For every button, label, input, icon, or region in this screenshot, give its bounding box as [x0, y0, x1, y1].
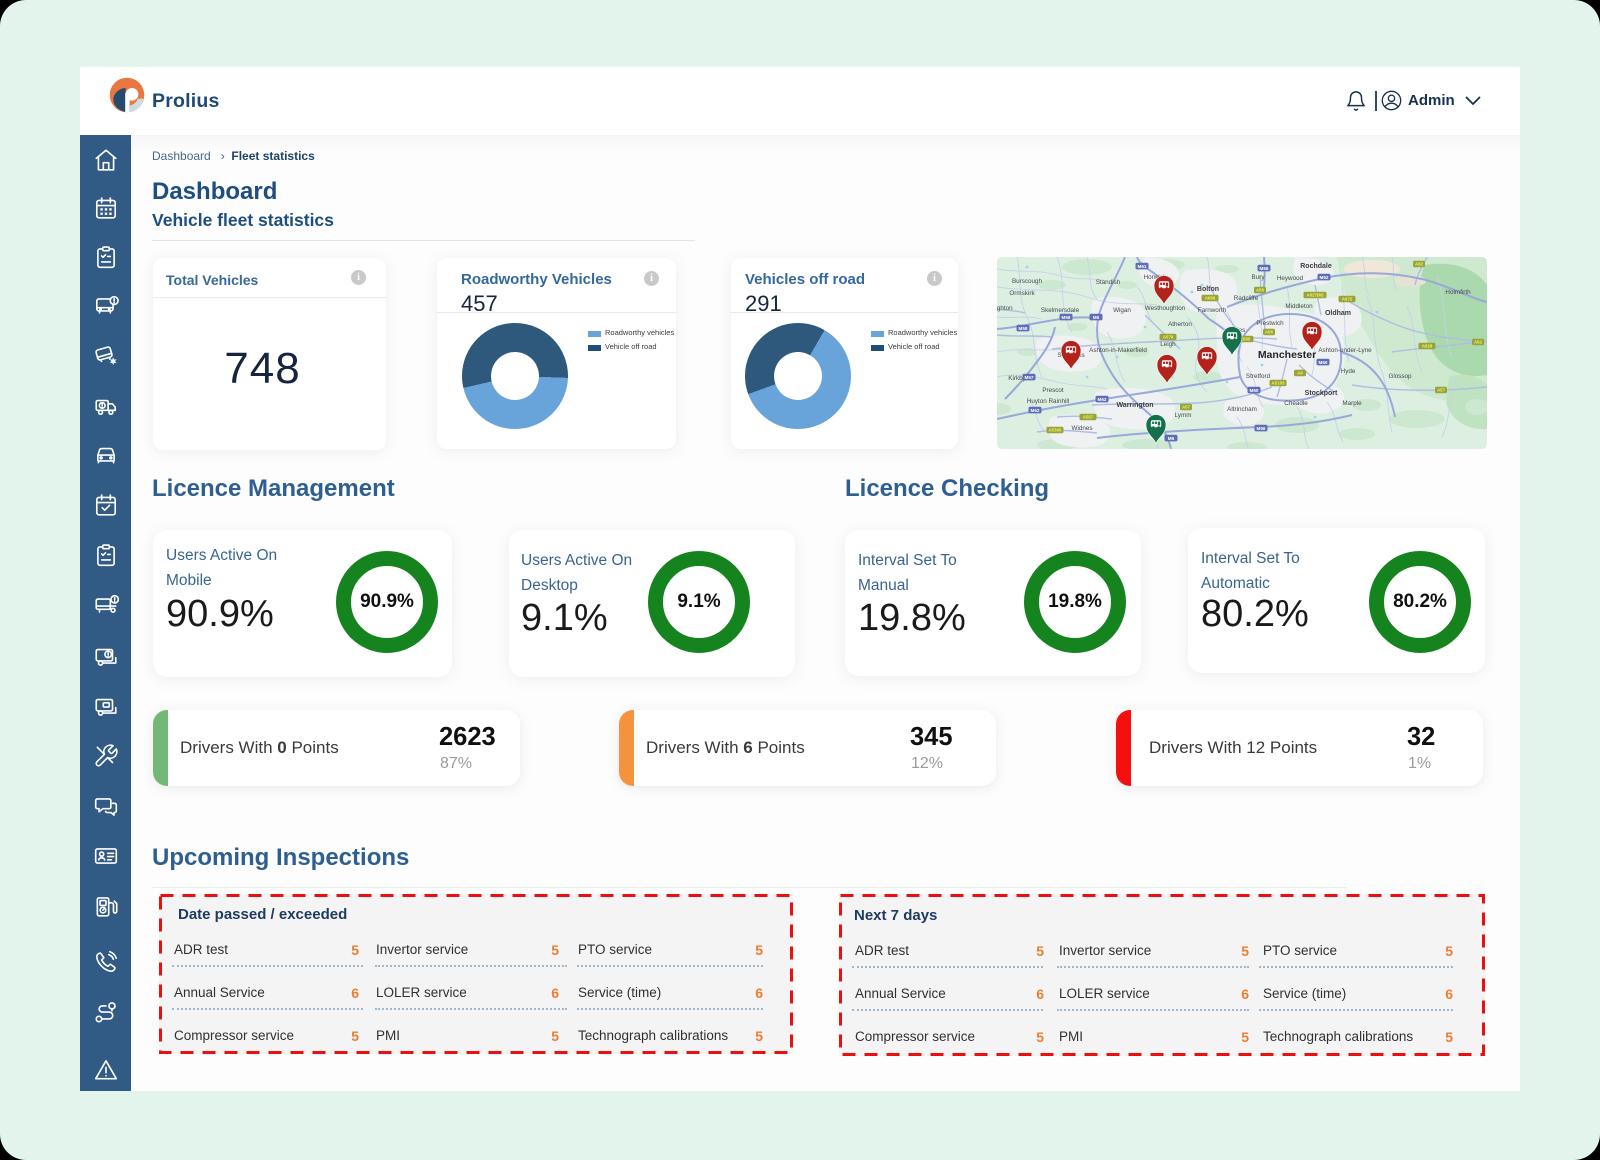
svg-text:Ashton-in-Makerfield: Ashton-in-Makerfield	[1089, 347, 1147, 354]
svg-text:Rochdale: Rochdale	[1300, 263, 1332, 270]
svg-text:Heywood: Heywood	[1277, 275, 1304, 282]
svg-text:Widnes: Widnes	[1072, 425, 1093, 432]
svg-text:Westhoughton: Westhoughton	[1145, 305, 1186, 312]
svg-text:Cheadle: Cheadle	[1284, 400, 1308, 407]
svg-text:M62: M62	[1320, 275, 1329, 280]
svg-text:Warrington: Warrington	[1116, 402, 1153, 409]
svg-text:ughton: ughton	[997, 305, 1013, 312]
svg-text:Bolton: Bolton	[1197, 286, 1219, 293]
svg-text:Horwich: Horwich	[1144, 274, 1167, 281]
svg-text:M6: M6	[1093, 315, 1100, 320]
svg-text:A62: A62	[1415, 262, 1424, 267]
svg-text:A62: A62	[1474, 340, 1483, 345]
svg-text:A579: A579	[1163, 335, 1174, 340]
svg-text:Burscough: Burscough	[1012, 278, 1043, 285]
svg-text:Leigh: Leigh	[1160, 341, 1176, 348]
svg-text:A5300: A5300	[1049, 428, 1062, 433]
svg-text:Ashton-under-Lyne: Ashton-under-Lyne	[1318, 347, 1372, 354]
svg-text:Hyde: Hyde	[1341, 368, 1356, 375]
svg-text:M57: M57	[1025, 375, 1034, 380]
svg-text:A57: A57	[1182, 405, 1191, 410]
svg-text:A5103: A5103	[1272, 381, 1285, 386]
svg-text:Bury: Bury	[1252, 274, 1266, 281]
svg-text:Glossop: Glossop	[1388, 373, 1412, 380]
svg-text:M60: M60	[1319, 360, 1328, 365]
svg-text:M66: M66	[1260, 266, 1269, 271]
svg-text:A6: A6	[1297, 371, 1303, 376]
svg-text:Standish: Standish	[1096, 279, 1121, 286]
svg-text:A672: A672	[1342, 297, 1353, 302]
svg-text:Stretford: Stretford	[1246, 373, 1271, 380]
svg-text:Prescot: Prescot	[1042, 387, 1064, 394]
svg-text:Stockport: Stockport	[1305, 390, 1338, 397]
svg-text:Holmfirth: Holmfirth	[1445, 289, 1471, 296]
svg-text:M61: M61	[1138, 264, 1147, 269]
svg-text:Skelmersdale: Skelmersdale	[1041, 307, 1080, 314]
svg-text:Marple: Marple	[1342, 400, 1362, 407]
svg-text:Middleton: Middleton	[1285, 303, 1313, 310]
svg-text:M56: M56	[1257, 426, 1266, 431]
svg-text:A56: A56	[1265, 330, 1274, 335]
svg-text:Lymm: Lymm	[1175, 412, 1192, 419]
svg-text:Altrincham: Altrincham	[1227, 406, 1257, 413]
svg-text:Prestwich: Prestwich	[1256, 320, 1284, 327]
svg-text:Ormskirk: Ormskirk	[1009, 290, 1035, 297]
svg-text:Atherton: Atherton	[1168, 321, 1192, 328]
svg-text:M58: M58	[1019, 326, 1028, 331]
svg-text:Farnworth: Farnworth	[1198, 307, 1227, 314]
svg-text:Huyton Rainhill: Huyton Rainhill	[1027, 398, 1069, 405]
svg-text:M62: M62	[1031, 408, 1040, 413]
svg-text:A580: A580	[1240, 337, 1251, 342]
svg-text:M6: M6	[1168, 436, 1175, 441]
svg-text:A557: A557	[1083, 415, 1094, 420]
svg-text:Kirkby: Kirkby	[1008, 375, 1026, 382]
svg-text:M58: M58	[1062, 315, 1071, 320]
svg-text:Wigan: Wigan	[1113, 307, 1131, 314]
svg-text:M62: M62	[1098, 397, 1107, 402]
svg-text:A666: A666	[1205, 296, 1216, 301]
svg-text:M60: M60	[1250, 388, 1259, 393]
svg-text:A627(M): A627(M)	[1306, 293, 1324, 298]
svg-text:Radcliffe: Radcliffe	[1234, 295, 1259, 302]
svg-text:Manchester: Manchester	[1258, 349, 1316, 361]
svg-text:A57: A57	[1437, 388, 1446, 393]
svg-text:Oldham: Oldham	[1325, 310, 1351, 317]
svg-text:A628: A628	[1422, 344, 1433, 349]
svg-text:A56: A56	[1256, 288, 1265, 293]
